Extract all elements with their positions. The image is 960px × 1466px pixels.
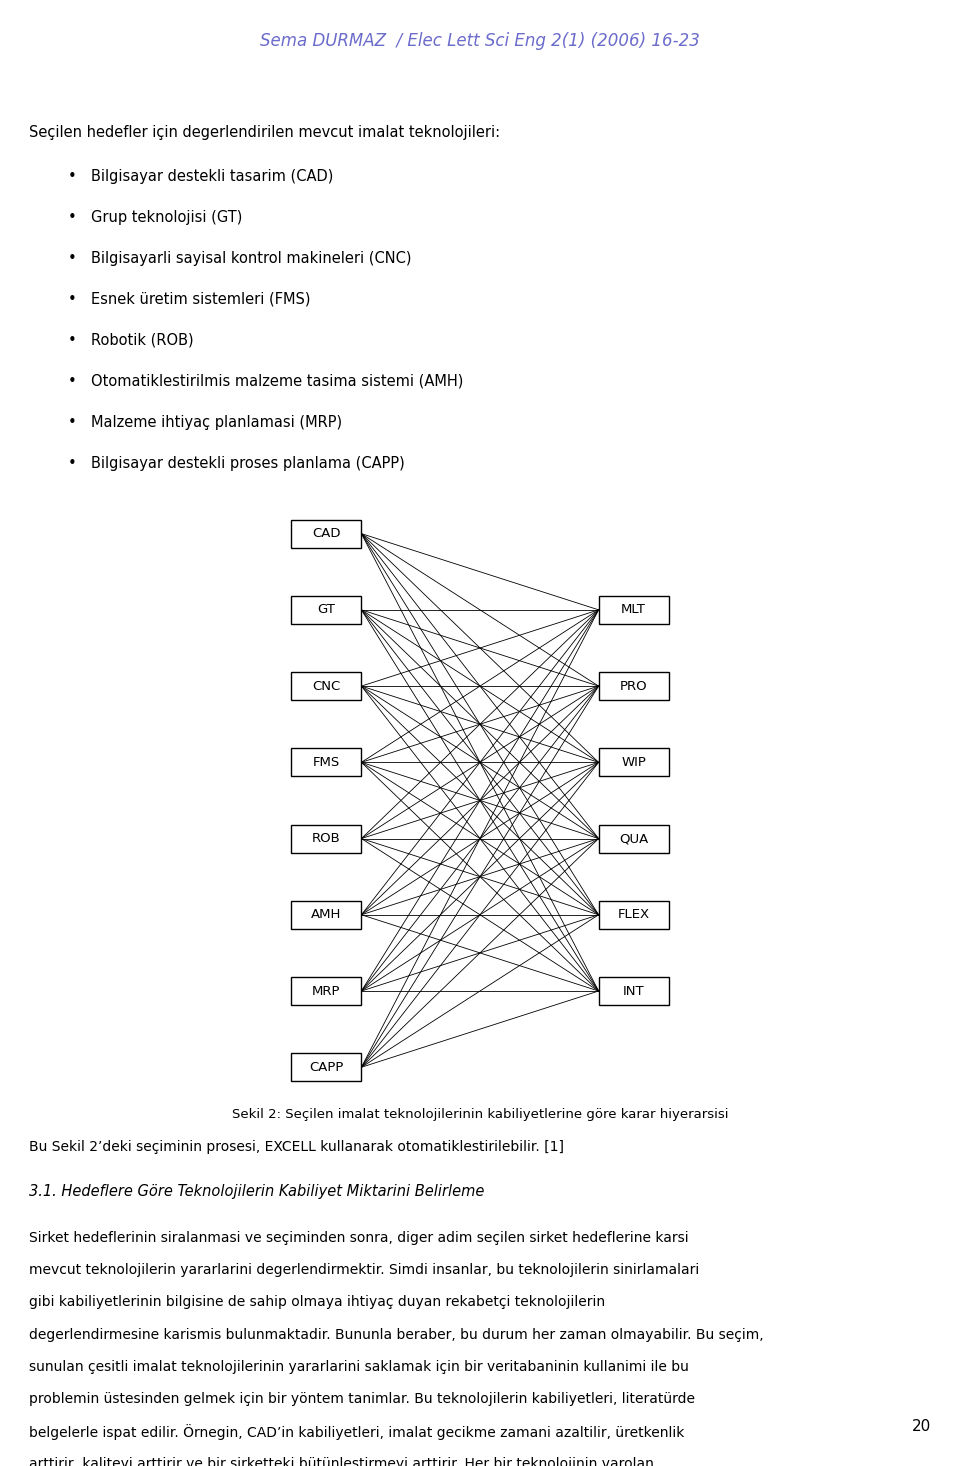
Text: Grup teknolojisi (GT): Grup teknolojisi (GT): [91, 210, 243, 224]
Text: PRO: PRO: [620, 680, 647, 692]
Text: FMS: FMS: [313, 756, 340, 768]
Text: Malzeme ihtiyaç planlamasi (MRP): Malzeme ihtiyaç planlamasi (MRP): [91, 415, 343, 430]
Text: Sema DURMAZ  / Elec Lett Sci Eng 2(1) (2006) 16-23: Sema DURMAZ / Elec Lett Sci Eng 2(1) (20…: [260, 32, 700, 50]
FancyBboxPatch shape: [599, 976, 668, 1006]
Text: MLT: MLT: [621, 604, 646, 616]
Text: Robotik (ROB): Robotik (ROB): [91, 333, 194, 347]
FancyBboxPatch shape: [599, 595, 668, 625]
Text: arttirir, kaliteyi arttirir ve bir sirketteki bütünlestirmeyi arttirir. Her bir : arttirir, kaliteyi arttirir ve bir sirke…: [29, 1457, 654, 1466]
Text: CAD: CAD: [312, 528, 341, 539]
FancyBboxPatch shape: [599, 824, 668, 853]
Text: GT: GT: [318, 604, 335, 616]
Text: •: •: [67, 292, 77, 306]
FancyBboxPatch shape: [292, 671, 361, 701]
Text: QUA: QUA: [619, 833, 648, 844]
FancyBboxPatch shape: [599, 671, 668, 701]
Text: •: •: [67, 333, 77, 347]
FancyBboxPatch shape: [292, 824, 361, 853]
Text: Bilgisayar destekli proses planlama (CAPP): Bilgisayar destekli proses planlama (CAP…: [91, 456, 405, 471]
Text: •: •: [67, 169, 77, 183]
Text: Bu Sekil 2’deki seçiminin prosesi, EXCELL kullanarak otomatiklestirilebilir. [1]: Bu Sekil 2’deki seçiminin prosesi, EXCEL…: [29, 1141, 564, 1154]
Text: INT: INT: [623, 985, 644, 997]
FancyBboxPatch shape: [599, 900, 668, 929]
Text: Seçilen hedefler için degerlendirilen mevcut imalat teknolojileri:: Seçilen hedefler için degerlendirilen me…: [29, 125, 500, 139]
Text: Otomatiklestirilmis malzeme tasima sistemi (AMH): Otomatiklestirilmis malzeme tasima siste…: [91, 374, 464, 388]
Text: CAPP: CAPP: [309, 1061, 344, 1073]
FancyBboxPatch shape: [599, 748, 668, 777]
FancyBboxPatch shape: [292, 1053, 361, 1082]
Text: Bilgisayar destekli tasarim (CAD): Bilgisayar destekli tasarim (CAD): [91, 169, 333, 183]
Text: sunulan çesitli imalat teknolojilerinin yararlarini saklamak için bir veritabani: sunulan çesitli imalat teknolojilerinin …: [29, 1360, 688, 1374]
Text: Esnek üretim sistemleri (FMS): Esnek üretim sistemleri (FMS): [91, 292, 311, 306]
Text: belgelerle ispat edilir. Örnegin, CAD’in kabiliyetleri, imalat gecikme zamani az: belgelerle ispat edilir. Örnegin, CAD’in…: [29, 1425, 684, 1440]
Text: •: •: [67, 210, 77, 224]
Text: Bilgisayarli sayisal kontrol makineleri (CNC): Bilgisayarli sayisal kontrol makineleri …: [91, 251, 412, 265]
Text: ROB: ROB: [312, 833, 341, 844]
FancyBboxPatch shape: [292, 976, 361, 1006]
FancyBboxPatch shape: [292, 519, 361, 548]
Text: Sirket hedeflerinin siralanmasi ve seçiminden sonra, diger adim seçilen sirket h: Sirket hedeflerinin siralanmasi ve seçim…: [29, 1231, 688, 1245]
Text: CNC: CNC: [312, 680, 341, 692]
Text: 20: 20: [912, 1419, 931, 1434]
Text: •: •: [67, 456, 77, 471]
Text: MRP: MRP: [312, 985, 341, 997]
Text: gibi kabiliyetlerinin bilgisine de sahip olmaya ihtiyaç duyan rekabetçi teknoloj: gibi kabiliyetlerinin bilgisine de sahip…: [29, 1296, 605, 1309]
Text: •: •: [67, 251, 77, 265]
Text: degerlendirmesine karismis bulunmaktadir. Bununla beraber, bu durum her zaman ol: degerlendirmesine karismis bulunmaktadir…: [29, 1328, 763, 1341]
Text: WIP: WIP: [621, 756, 646, 768]
FancyBboxPatch shape: [292, 900, 361, 929]
Text: AMH: AMH: [311, 909, 342, 921]
Text: •: •: [67, 374, 77, 388]
Text: FLEX: FLEX: [617, 909, 650, 921]
Text: problemin üstesinden gelmek için bir yöntem tanimlar. Bu teknolojilerin kabiliye: problemin üstesinden gelmek için bir yön…: [29, 1393, 695, 1406]
Text: •: •: [67, 415, 77, 430]
FancyBboxPatch shape: [292, 748, 361, 777]
Text: Sekil 2: Seçilen imalat teknolojilerinin kabiliyetlerine göre karar hiyerarsisi: Sekil 2: Seçilen imalat teknolojilerinin…: [231, 1108, 729, 1120]
Text: 3.1. Hedeflere Göre Teknolojilerin Kabiliyet Miktarini Belirleme: 3.1. Hedeflere Göre Teknolojilerin Kabil…: [29, 1185, 484, 1199]
Text: mevcut teknolojilerin yararlarini degerlendirmektir. Simdi insanlar, bu teknoloj: mevcut teknolojilerin yararlarini degerl…: [29, 1264, 699, 1277]
FancyBboxPatch shape: [292, 595, 361, 625]
